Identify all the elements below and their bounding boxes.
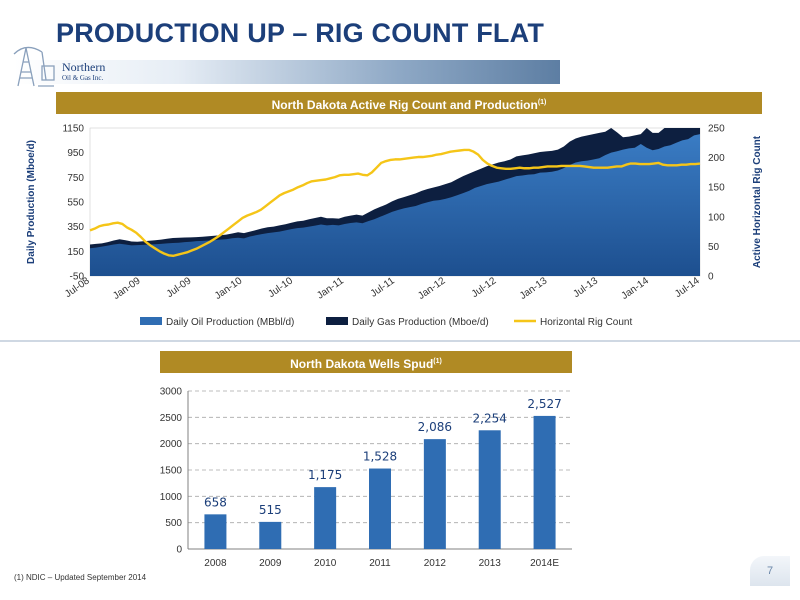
bar-value-label: 1,528	[363, 450, 397, 464]
y-tick-label: 750	[67, 173, 84, 184]
legend-label: Horizontal Rig Count	[540, 317, 632, 328]
x-tick-label: Jul-14	[673, 275, 702, 300]
y-tick-label: -50	[70, 272, 85, 283]
x-tick-label: Jul-11	[369, 275, 397, 299]
bar-2014E	[533, 415, 556, 549]
y2-tick-label: 200	[708, 153, 725, 164]
y-tick-label: 1150	[62, 124, 84, 135]
bar-2008	[204, 514, 227, 549]
x-tick-label: Jul-13	[571, 275, 600, 300]
y-tick-label: 0	[176, 545, 182, 556]
bar-2012	[423, 439, 446, 549]
x-tick-label: 2011	[369, 558, 391, 569]
legend-label: Daily Oil Production (MBbl/d)	[166, 317, 294, 328]
oil-derrick-icon	[13, 46, 55, 87]
y-tick-label: 950	[67, 148, 84, 159]
x-tick-label: 2009	[259, 558, 282, 569]
x-tick-label: Jan-10	[213, 275, 245, 302]
y-tick-label: 2500	[160, 413, 183, 424]
chart1-title-sup: (1)	[537, 99, 547, 106]
x-tick-label: 2014E	[530, 558, 559, 569]
y-tick-label: 550	[67, 198, 84, 209]
x-tick-label: 2012	[424, 558, 447, 569]
bar-2011	[369, 468, 391, 549]
bar-value-label: 658	[204, 495, 227, 509]
x-tick-label: Jul-09	[165, 275, 194, 300]
oil-production-area	[90, 134, 700, 276]
y-tick-label: 3000	[160, 387, 183, 398]
x-tick-label: Jan-12	[416, 275, 448, 302]
x-tick-label: Jan-14	[620, 275, 652, 302]
y-axis-title: Daily Production (Mboe/d)	[26, 140, 37, 264]
bar-2013	[478, 430, 501, 549]
y-tick-label: 150	[67, 247, 84, 258]
y-tick-label: 2000	[160, 439, 183, 450]
legend-swatch	[326, 317, 348, 325]
y-tick-label: 1000	[160, 492, 183, 503]
x-tick-label: 2013	[479, 558, 502, 569]
y2-tick-label: 250	[708, 124, 725, 135]
chart2-title: North Dakota Wells Spud	[290, 357, 434, 371]
bar-value-label: 2,254	[473, 411, 507, 425]
chart1-title-bar: North Dakota Active Rig Count and Produc…	[56, 92, 762, 114]
bar-2010	[314, 487, 337, 549]
y2-axis-title: Active Horizontal Rig Count	[752, 135, 763, 268]
x-tick-label: Jul-12	[470, 275, 499, 300]
y2-tick-label: 0	[708, 272, 714, 283]
y-tick-label: 500	[165, 518, 182, 529]
legend-swatch	[140, 317, 162, 325]
bar-value-label: 1,175	[308, 468, 342, 482]
bar-value-label: 2,527	[527, 397, 561, 411]
section-divider	[0, 340, 800, 342]
rig-count-line	[89, 148, 701, 258]
x-tick-label: Jan-09	[111, 275, 143, 302]
chart2-title-bar: North Dakota Wells Spud(1)	[160, 351, 572, 373]
y2-tick-label: 150	[708, 183, 725, 194]
footnote: (1) NDIC – Updated September 2014	[14, 573, 147, 582]
logo-name: Northern	[62, 60, 106, 74]
y2-tick-label: 100	[708, 212, 725, 223]
logo-subtitle: Oil & Gas Inc.	[62, 74, 104, 82]
legend-label: Daily Gas Production (Mboe/d)	[352, 317, 489, 328]
x-tick-label: 2008	[204, 558, 227, 569]
x-tick-label: Jul-10	[266, 275, 295, 300]
bar-2009	[259, 521, 282, 549]
y2-tick-label: 50	[708, 242, 720, 253]
company-logo: Northern Oil & Gas Inc.	[62, 60, 106, 83]
production-rig-chart: -50 150 350 550 750 950 1150 0 50 100 150 200 250 Jul…	[26, 124, 763, 329]
bar-value-label: 515	[259, 503, 282, 517]
y-tick-label: 350	[67, 222, 84, 233]
x-tick-label: Jan-11	[315, 275, 346, 301]
chart2-title-sup: (1)	[433, 358, 442, 365]
slide-title: PRODUCTION UP – RIG COUNT FLAT	[56, 18, 545, 48]
page-number: 7	[750, 556, 790, 586]
chart1-title: North Dakota Active Rig Count and Produc…	[271, 98, 538, 112]
x-tick-label: Jan-13	[518, 275, 550, 302]
bar-value-label: 2,086	[418, 420, 452, 434]
x-tick-label: 2010	[314, 558, 337, 569]
header-band	[14, 60, 560, 84]
y-tick-label: 1500	[160, 466, 183, 477]
